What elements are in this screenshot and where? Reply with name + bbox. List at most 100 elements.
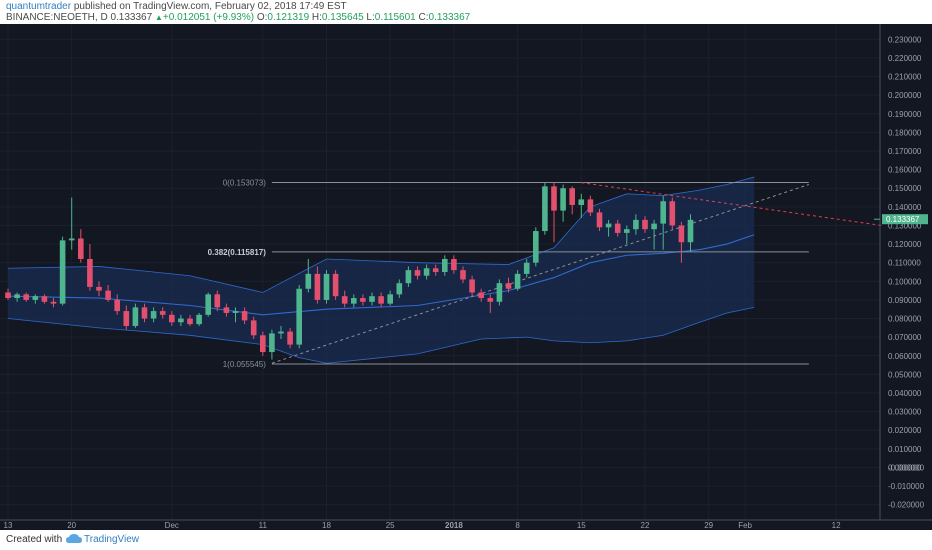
y-tick-label: 0.130000 [888,221,922,230]
candle-down [260,335,266,353]
candle-up [305,273,312,289]
candle-up [59,240,66,304]
current-price-tag [882,214,928,225]
trendline [271,184,809,364]
candle-down [159,311,166,315]
candle-down [187,318,193,325]
low-label: L: [366,12,375,23]
candle-up [196,314,202,325]
bollinger-upper-line [7,176,755,293]
candle-up [624,229,630,233]
candle-down [78,238,84,259]
high-value: 0.135645 [321,12,364,23]
chart-header: quantumtrader published on TradingView.c… [0,0,932,24]
y-tick-label: 0.020000 [888,426,922,435]
candle-up [514,273,521,289]
candle-up [32,296,39,300]
y-tick-label: 0.060000 [888,352,922,361]
x-tick-label: 29 [704,521,713,530]
created-with-text: Created with [6,534,63,545]
candle-down [678,225,685,243]
y-tick-label: 0.220000 [888,54,922,63]
fib-level-label: 1(0.055545) [223,360,266,369]
y-tick-label: 0.050000 [888,370,922,379]
open-value: 0.121319 [267,12,310,23]
close-value: 0.133367 [428,12,471,23]
candle-down [569,188,575,205]
candle-down [241,311,248,321]
x-tick-label: 8 [515,521,520,530]
y-tick-label: 0.100000 [888,277,922,286]
y-tick-label: 0.110000 [888,259,921,268]
up-arrow-icon: ▲ [154,13,163,22]
candle-up [533,231,539,263]
candle-up [14,294,20,299]
y-tick-label: 0.070000 [888,333,922,342]
y-tick-label: 0.170000 [888,147,922,156]
y-tick-label: -0.010000 [888,482,925,491]
x-tick-label: Dec [165,521,179,530]
author-link[interactable]: quantumtrader [6,1,72,12]
candle-down [587,199,594,213]
chart-area[interactable]: 0.230000 0.220000 0.210000 0.200000 0.190000… [0,24,932,530]
footer: Created with TradingView [0,530,932,550]
candle-up [496,283,503,302]
candle-down [123,311,130,326]
candle-up [68,238,75,241]
symbol-name: BINANCE:NEOETH, D [6,12,108,23]
candle-down [378,296,384,304]
y-tick-label: 0.150000 [888,184,922,193]
candle-up [369,296,375,302]
candle-up [296,288,302,345]
close-label: C: [418,12,429,23]
y-tick-label: 0.030000 [888,408,922,417]
candle-down [23,294,29,300]
y-tick-label: 0.210000 [888,73,922,82]
trendline [581,182,882,226]
y-tick-label: -0.020000 [888,501,925,510]
published-text: published on TradingView.com, February 0… [73,1,347,12]
candle-up [323,273,330,300]
price-chart[interactable]: 0.230000 0.220000 0.210000 0.200000 0.190000… [0,24,932,530]
candle-up [132,307,139,326]
candle-down [487,298,494,302]
candle-down [41,296,48,302]
cloud-icon [66,534,82,543]
candle-up [387,294,393,304]
x-tick-label: 20 [67,521,76,530]
candle-down [414,270,421,276]
candle-up [351,298,357,304]
bollinger-band-fill [8,177,755,364]
y-tick-label: 0.040000 [888,389,922,398]
candle-down [460,270,466,280]
candle-up [651,223,657,230]
y-tick-label: 0.200000 [888,91,922,100]
candle-down [360,298,366,302]
open-label: O: [256,12,268,23]
candle-down [432,268,439,272]
candle-down [332,273,339,297]
publish-info: quantumtrader published on TradingView.c… [6,1,347,12]
candle-down [341,296,348,304]
low-value: 0.115601 [374,12,416,23]
candle-up [205,294,211,315]
bollinger-lower-line [7,306,755,364]
x-tick-label: 2018 [445,521,463,530]
candle-down [469,279,475,293]
candle-up [423,268,430,276]
current-price-label: 0.133367 [886,215,920,224]
candle-down [250,320,257,336]
candle-up [560,188,566,211]
candle-up [633,219,639,230]
candle-down [614,223,621,233]
y-tick-label: 0.000000 [888,463,922,472]
candle-up [578,199,585,205]
candle-down [105,290,111,300]
price-change: +0.012051 (+9.93%) [162,12,255,23]
candle-down [114,299,120,312]
y-tick-label: 0.080000 [888,315,922,324]
candle-up [405,270,412,284]
y-tick-label: 0.120000 [888,240,922,249]
x-tick-label: 13 [4,521,13,530]
candle-down [96,286,102,291]
